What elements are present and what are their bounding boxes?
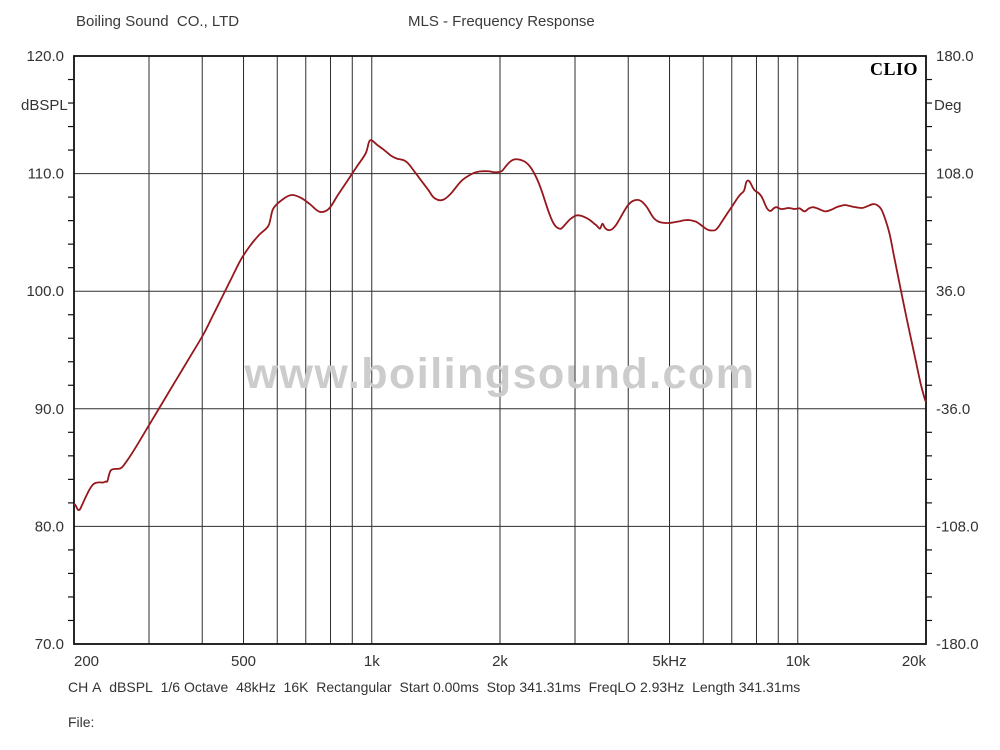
svg-text:80.0: 80.0 (35, 518, 64, 535)
svg-text:-108.0: -108.0 (936, 518, 979, 535)
svg-text:-36.0: -36.0 (936, 401, 970, 418)
svg-text:500: 500 (231, 653, 256, 670)
svg-text:CLIO: CLIO (870, 59, 918, 79)
svg-text:108.0: 108.0 (936, 166, 974, 183)
svg-text:200: 200 (74, 653, 99, 670)
svg-text:90.0: 90.0 (35, 401, 64, 418)
svg-text:1k: 1k (364, 653, 380, 670)
svg-text:36.0: 36.0 (936, 283, 965, 300)
svg-text:70.0: 70.0 (35, 636, 64, 653)
svg-text:100.0: 100.0 (26, 283, 64, 300)
svg-text:10k: 10k (786, 653, 811, 670)
svg-text:20k: 20k (902, 653, 927, 670)
svg-text:120.0: 120.0 (26, 48, 64, 65)
svg-text:5kHz: 5kHz (652, 653, 686, 670)
svg-text:-180.0: -180.0 (936, 636, 979, 653)
svg-text:110.0: 110.0 (28, 166, 64, 183)
svg-text:www.boilingsound.com: www.boilingsound.com (244, 350, 756, 398)
svg-text:2k: 2k (492, 653, 508, 670)
svg-text:180.0: 180.0 (936, 48, 974, 65)
